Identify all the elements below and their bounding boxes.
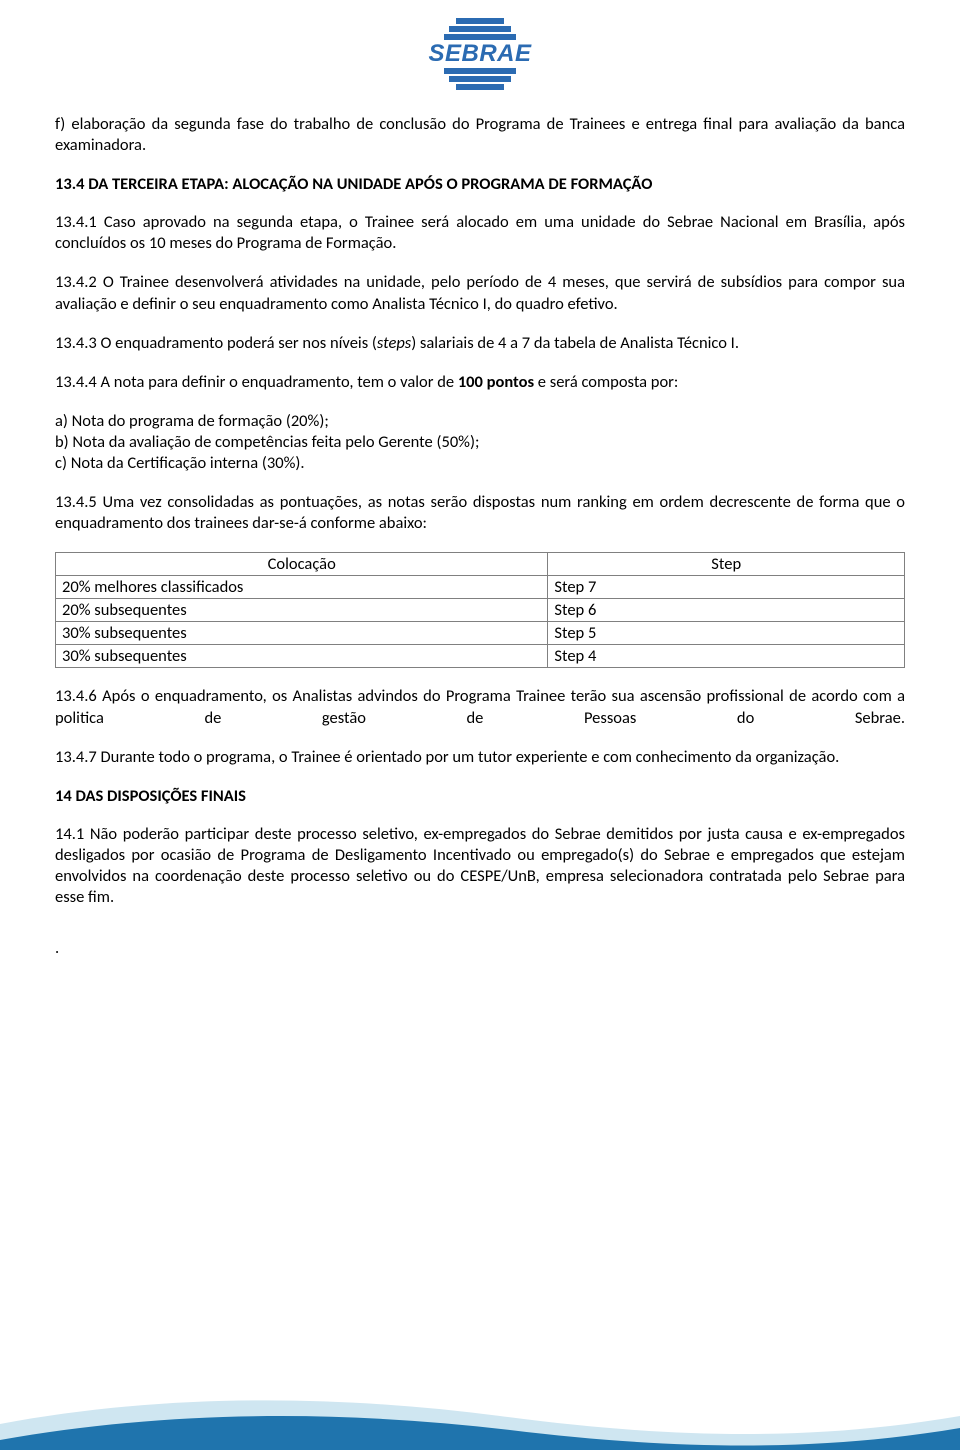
logo-container: SEBRAE xyxy=(55,18,905,90)
paragraph-13-4-1: 13.4.1 Caso aprovado na segunda etapa, o… xyxy=(55,212,905,254)
table-cell: 20% melhores classificados xyxy=(56,576,548,599)
heading-14: 14 DAS DISPOSIÇÕES FINAIS xyxy=(55,786,905,806)
table-row: 20% subsequentes Step 6 xyxy=(56,599,905,622)
list-item-a: a) Nota do programa de formação (20%); xyxy=(55,411,905,432)
paragraph-13-4-4: 13.4.4 A nota para definir o enquadramen… xyxy=(55,372,905,393)
table-cell: Step 5 xyxy=(548,622,905,645)
document-page: SEBRAE f) elaboração da segunda fase do … xyxy=(0,0,960,959)
sebrae-logo: SEBRAE xyxy=(428,18,531,90)
table-cell: 30% subsequentes xyxy=(56,645,548,668)
table-row: 20% melhores classificados Step 7 xyxy=(56,576,905,599)
steps-table: Colocação Step 20% melhores classificado… xyxy=(55,552,905,668)
table-header-step: Step xyxy=(548,553,905,576)
paragraph-13-4-6: 13.4.6 Após o enquadramento, os Analista… xyxy=(55,686,905,728)
list-item-b: b) Nota da avaliação de competências fei… xyxy=(55,432,905,453)
table-cell: 30% subsequentes xyxy=(56,622,548,645)
table-row: 30% subsequentes Step 5 xyxy=(56,622,905,645)
table-cell: Step 7 xyxy=(548,576,905,599)
table-header-colocacao: Colocação xyxy=(56,553,548,576)
logo-bars-bottom xyxy=(428,68,531,90)
paragraph-13-4-3: 13.4.3 O enquadramento poderá ser nos ní… xyxy=(55,333,905,354)
bold-100-pontos: 100 pontos xyxy=(458,372,534,392)
trailing-dot: . xyxy=(55,938,905,959)
paragraph-13-4-7: 13.4.7 Durante todo o programa, o Traine… xyxy=(55,747,905,768)
footer-wave-decoration xyxy=(0,1380,960,1450)
text-fragment: 13.4.4 A nota para definir o enquadramen… xyxy=(55,372,458,392)
table-cell: Step 6 xyxy=(548,599,905,622)
table-header-row: Colocação Step xyxy=(56,553,905,576)
paragraph-14-1: 14.1 Não poderão participar deste proces… xyxy=(55,824,905,908)
logo-text: SEBRAE xyxy=(428,42,531,66)
text-fragment: 13.4.3 O enquadramento poderá ser nos ní… xyxy=(55,333,377,353)
paragraph-f: f) elaboração da segunda fase do trabalh… xyxy=(55,114,905,156)
table-row: 30% subsequentes Step 4 xyxy=(56,645,905,668)
italic-steps: steps xyxy=(377,333,411,353)
table-cell: 20% subsequentes xyxy=(56,599,548,622)
table-cell: Step 4 xyxy=(548,645,905,668)
heading-13-4: 13.4 DA TERCEIRA ETAPA: ALOCAÇÃO NA UNID… xyxy=(55,174,905,194)
paragraph-13-4-2: 13.4.2 O Trainee desenvolverá atividades… xyxy=(55,272,905,314)
criteria-list: a) Nota do programa de formação (20%); b… xyxy=(55,411,905,474)
list-item-c: c) Nota da Certificação interna (30%). xyxy=(55,453,905,474)
text-fragment: ) salariais de 4 a 7 da tabela de Analis… xyxy=(411,333,739,353)
paragraph-13-4-5: 13.4.5 Uma vez consolidadas as pontuaçõe… xyxy=(55,492,905,534)
logo-bars-top xyxy=(428,18,531,40)
text-fragment: e será composta por: xyxy=(534,372,678,392)
